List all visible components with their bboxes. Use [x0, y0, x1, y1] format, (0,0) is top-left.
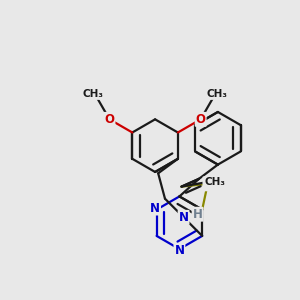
Text: N: N: [178, 211, 189, 224]
Text: CH₃: CH₃: [206, 89, 227, 99]
Text: N: N: [174, 244, 184, 257]
Text: O: O: [104, 113, 115, 126]
Text: S: S: [203, 177, 212, 190]
Text: CH₃: CH₃: [205, 177, 226, 187]
Text: O: O: [196, 113, 206, 126]
Text: N: N: [150, 202, 160, 214]
Text: CH₃: CH₃: [83, 89, 104, 99]
Text: H: H: [193, 208, 202, 221]
